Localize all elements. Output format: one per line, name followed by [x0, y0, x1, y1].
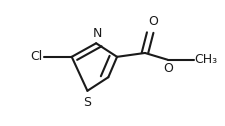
Text: Cl: Cl [30, 50, 42, 63]
Text: S: S [83, 96, 91, 109]
Text: CH₃: CH₃ [195, 53, 218, 66]
Text: N: N [92, 27, 102, 40]
Text: O: O [164, 62, 173, 75]
Text: O: O [148, 15, 158, 28]
